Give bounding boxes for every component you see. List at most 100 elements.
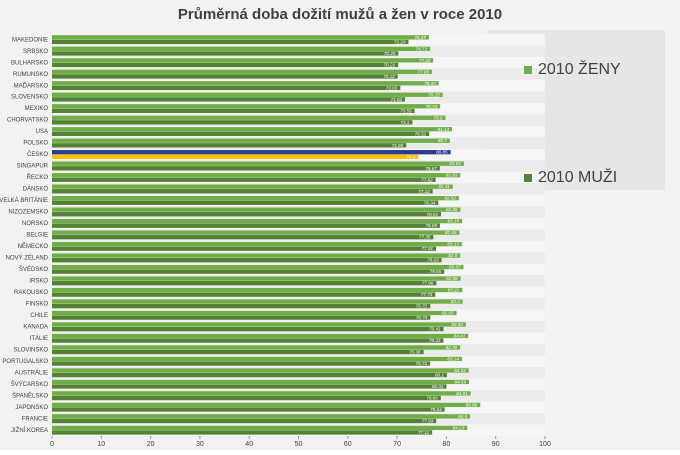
value-label: 84.41 [454, 333, 466, 338]
value-label: 77.35 [419, 235, 431, 240]
value-label: 71.86 [392, 143, 404, 148]
bar [52, 51, 399, 56]
bar [52, 430, 433, 435]
value-label: 82.78 [446, 345, 458, 350]
bar [52, 361, 431, 366]
value-label: 70.12 [383, 74, 395, 79]
value-label: 79.64 [430, 407, 442, 412]
value-label: 76.52 [415, 131, 427, 136]
row-band [52, 160, 545, 172]
bar [52, 69, 432, 74]
value-label: 78.34 [424, 200, 436, 205]
value-label: 82.85 [446, 207, 458, 212]
legend-marker [524, 174, 532, 182]
x-tick-label: 80 [443, 441, 451, 448]
value-label: 81.31 [438, 184, 450, 189]
y-tick-label: ČESKO [27, 151, 48, 158]
row-band [52, 217, 545, 230]
value-label: 78.73 [426, 104, 438, 109]
row-band [52, 206, 545, 218]
y-tick-label: ŘECKO [27, 173, 49, 181]
bar [52, 108, 415, 114]
bar [52, 310, 457, 316]
value-label: 76.74 [416, 315, 428, 320]
value-label: 83.54 [449, 161, 461, 166]
bar [52, 281, 437, 286]
y-tick-label: VELKÁ BRITÁNIE [0, 197, 48, 204]
bar [52, 39, 409, 45]
value-label: 82.8 [448, 253, 457, 258]
x-tick-label: 40 [245, 441, 253, 448]
bar [52, 131, 430, 136]
y-tick-label: MAĎARSKO [14, 81, 49, 89]
bar [52, 379, 470, 385]
y-tick-label: MEXIKO [25, 106, 49, 112]
y-tick-label: RAKOUSKO [14, 290, 48, 296]
bar [52, 345, 461, 350]
y-tick-label: CHILE [30, 313, 48, 319]
value-label: 83.3 [451, 299, 460, 304]
bar [52, 196, 459, 201]
value-label: 83.14 [447, 356, 459, 361]
row-band [52, 240, 545, 253]
bar [52, 299, 463, 304]
y-tick-label: SLOVENSKO [11, 95, 48, 101]
legend-label: 2010 ŽENY [538, 59, 621, 78]
value-label: 76.72 [416, 304, 428, 309]
value-label: 83.21 [448, 288, 460, 293]
y-tick-label: SINGAPUR [17, 164, 49, 170]
y-tick-label: ŠPANĚLSKO [12, 391, 48, 399]
value-label: 83.47 [449, 265, 461, 270]
bar [52, 246, 437, 251]
value-label: 79.55 [430, 269, 442, 274]
bar [52, 97, 406, 102]
bar [52, 303, 431, 309]
y-tick-label: NOVÝ ZÉLAND [6, 255, 49, 262]
bar [52, 349, 424, 355]
bar [52, 189, 433, 194]
bar [52, 425, 468, 431]
bar [52, 166, 440, 171]
value-label: 84.59 [455, 379, 467, 384]
row-band [52, 56, 545, 69]
row-band [52, 114, 545, 126]
value-label: 79.8 [433, 115, 442, 120]
value-label: 84.53 [454, 368, 466, 373]
row-band [52, 390, 545, 402]
y-tick-label: SLOVINSKO [13, 347, 48, 353]
bar [52, 173, 461, 178]
bar [52, 161, 464, 166]
value-label: 73.1 [400, 120, 409, 125]
row-band [52, 401, 545, 414]
row-band [52, 229, 545, 241]
value-label: 84.23 [453, 425, 465, 430]
bar [52, 414, 471, 419]
value-label: 79.03 [427, 258, 439, 263]
y-tick-label: ŠVÉDSKO [19, 266, 48, 273]
value-label: 78.67 [425, 166, 437, 171]
bar [52, 150, 451, 155]
value-label: 78.91 [427, 212, 439, 217]
row-band [52, 45, 545, 57]
bar [52, 368, 469, 373]
row-band [52, 183, 545, 195]
row-band [52, 171, 545, 184]
bar [52, 92, 443, 97]
x-tick-label: 100 [539, 441, 551, 448]
y-tick-label: RUMUNSKO [13, 72, 48, 78]
row-band [52, 367, 545, 379]
value-label: 73.55 [400, 108, 412, 113]
legend-label: 2010 MUŽI [538, 167, 617, 186]
bar [52, 391, 471, 396]
value-label: 80.1 [435, 373, 444, 378]
y-tick-label: ŠVÝCARSKO [11, 381, 49, 388]
bar [52, 120, 413, 125]
bar [52, 212, 442, 217]
bar [52, 315, 431, 320]
bar [52, 322, 466, 327]
value-label: 72.29 [394, 39, 406, 44]
y-tick-label: NORSKO [22, 221, 48, 227]
bar [52, 62, 399, 68]
value-label: 78.86 [426, 396, 438, 401]
value-label: 82.88 [446, 276, 458, 281]
